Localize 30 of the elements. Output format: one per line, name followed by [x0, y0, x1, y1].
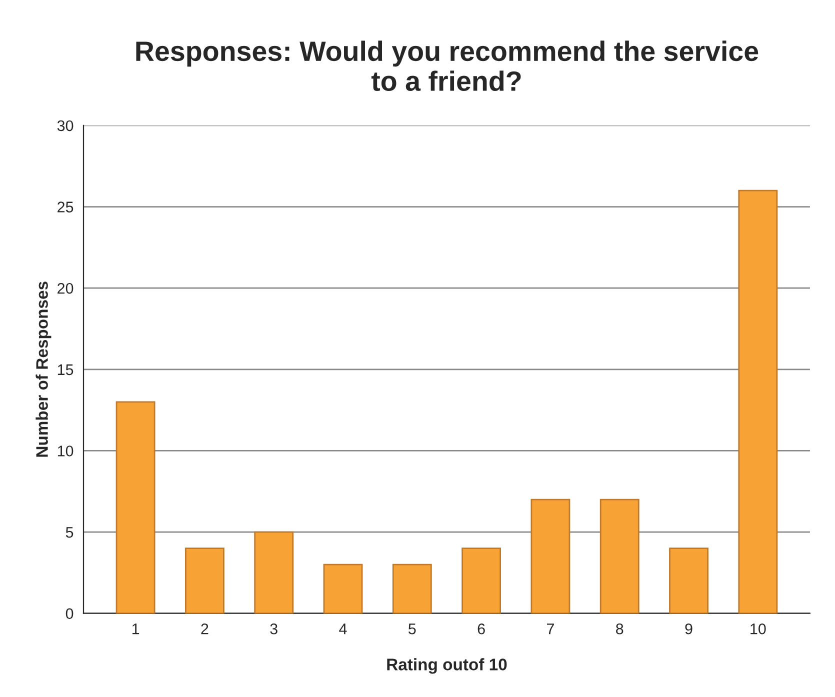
x-tick-label: 10	[750, 623, 766, 634]
bar	[323, 564, 363, 614]
bar	[254, 531, 294, 614]
x-tick-label: 5	[408, 624, 416, 634]
bar	[116, 401, 156, 614]
x-tick-label: 4	[339, 624, 347, 634]
y-tick-label: 15	[58, 364, 74, 376]
bar	[392, 564, 432, 614]
bar	[738, 190, 778, 614]
bar	[530, 498, 570, 614]
x-tick-label: 1	[132, 624, 140, 634]
bar	[462, 548, 502, 614]
y-axis-title: Number of Responses	[36, 282, 52, 457]
y-tick-label: 25	[58, 202, 74, 212]
y-tick-label: 10	[58, 446, 74, 456]
x-tick-label: 8	[616, 623, 624, 634]
y-tick-label: 30	[57, 120, 74, 132]
x-tick-label: 7	[546, 624, 554, 634]
x-tick-label: 9	[685, 623, 692, 634]
bar	[184, 548, 224, 614]
bar	[600, 498, 640, 614]
x-axis-title: Rating outof 10	[387, 658, 507, 674]
bar	[669, 548, 708, 614]
y-tick-label: 0	[66, 608, 74, 620]
x-tick-label: 3	[270, 623, 278, 634]
y-tick-label: 20	[58, 282, 74, 294]
y-tick-label: 5	[66, 527, 74, 538]
chart-title: Responses: Would you recommend the service to a friend?	[136, 40, 758, 92]
x-tick-label: 6	[478, 623, 485, 634]
x-tick-label: 2	[201, 623, 208, 634]
